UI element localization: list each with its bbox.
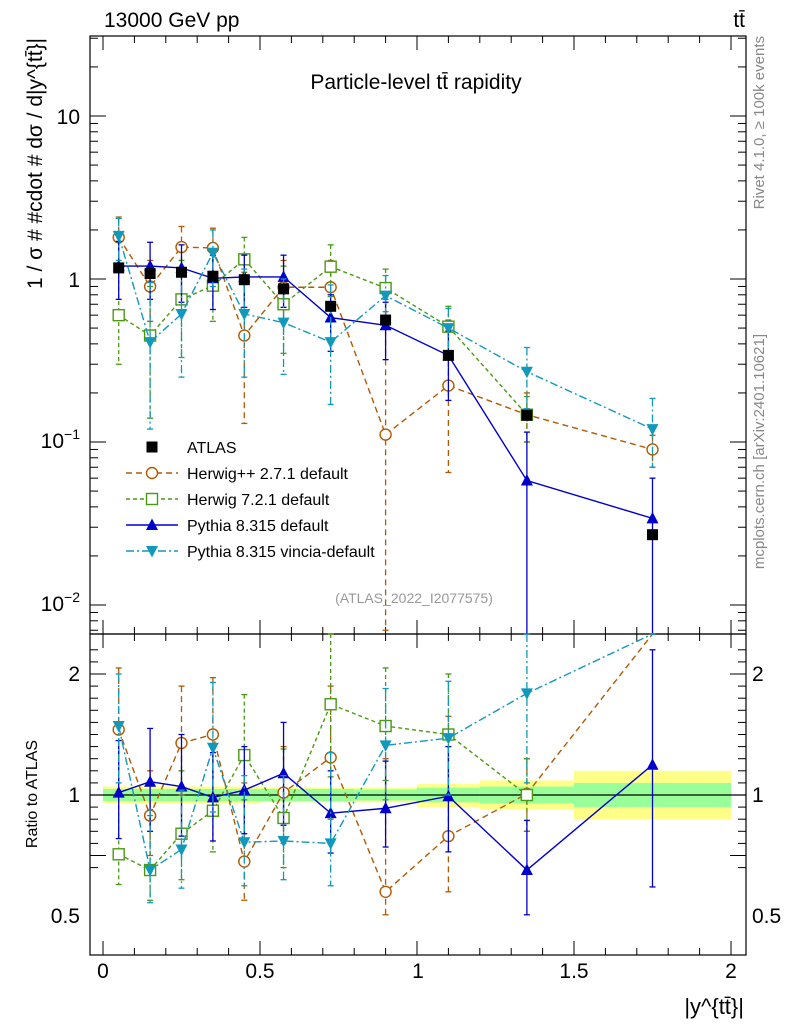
legend-label-pythia: Pythia 8.315 default	[187, 518, 329, 535]
main-point	[324, 311, 337, 323]
x-tick-label-0.5: 0.5	[245, 960, 274, 983]
ratio-point	[112, 786, 125, 798]
ratio-point	[175, 780, 188, 792]
ratio-point	[277, 835, 290, 848]
ratio-series	[112, 633, 659, 916]
main-point	[324, 337, 337, 349]
analysis-label: (ATLAS_2022_I2077575)	[335, 590, 493, 606]
atlas-point	[278, 283, 290, 295]
atlas-point	[207, 270, 219, 282]
ratio-point	[379, 885, 392, 898]
main-point	[520, 474, 533, 486]
main-point	[175, 308, 188, 321]
atlas-point	[442, 349, 454, 361]
ratio-series-1	[112, 633, 534, 901]
ratio-point	[646, 758, 659, 770]
legend-marker	[146, 441, 158, 453]
axis-ticks	[90, 36, 746, 955]
y-tick-label-0.01: 10−2	[41, 589, 81, 616]
ratio-point	[520, 788, 534, 802]
ratio-point	[144, 775, 157, 787]
ratio-line-1	[118, 703, 528, 871]
ratio-y-tick-label-0.5: 0.5	[51, 905, 80, 928]
main-line-2	[118, 258, 528, 416]
y-tick-label-10: 10	[57, 106, 80, 129]
legend-label-herwig7: Herwig 7.2.1 default	[187, 492, 330, 509]
ratio-point	[206, 742, 219, 755]
main-series-4	[112, 217, 659, 468]
process-label: tt̄	[733, 9, 745, 32]
ratio-y-axis-label: Ratio to ATLAS	[24, 740, 41, 848]
ratio-point	[144, 865, 157, 877]
x-tick-label-2: 2	[725, 960, 737, 983]
ratio-point	[238, 783, 251, 796]
ratio-point	[442, 733, 455, 745]
ratio-series-3	[112, 633, 656, 904]
x-tick-label-0: 0	[97, 960, 109, 983]
ratio-y-tick-label-right-2: 2	[752, 663, 764, 686]
main-point	[520, 366, 533, 379]
ratio-point	[324, 698, 337, 711]
atlas-point	[144, 268, 156, 280]
atlas-point	[113, 262, 125, 274]
main-point	[112, 230, 125, 243]
legend-label-atlas: ATLAS	[187, 440, 237, 457]
ratio-line-3	[118, 633, 653, 872]
atlas-point	[380, 314, 392, 326]
ratio-point	[379, 801, 392, 814]
y-tick-label-0.1: 10−1	[41, 426, 81, 453]
legend-marker	[145, 466, 159, 480]
ratio-point	[520, 863, 533, 876]
x-tick-label-1.5: 1.5	[559, 960, 588, 983]
ratio-point	[379, 740, 392, 752]
main-point	[238, 308, 251, 321]
main-point	[324, 260, 337, 273]
main-point	[646, 511, 659, 524]
main-point	[646, 424, 659, 436]
ratio-y-tick-label-right-1: 1	[752, 784, 764, 807]
ratio-point	[520, 688, 533, 700]
legend-marker	[146, 546, 158, 558]
atlas-point	[647, 529, 658, 541]
main-point	[144, 337, 157, 349]
legend: ATLAS Herwig++ 2.7.1 default Herwig 7.2.…	[126, 440, 375, 561]
x-tick-label-1: 1	[412, 960, 424, 983]
main-point	[206, 247, 219, 260]
main-point	[379, 428, 392, 441]
plot-title: Particle-level tt̄ rapidity	[310, 71, 522, 94]
legend-label-herwigpp: Herwig++ 2.7.1 default	[187, 466, 349, 483]
legend-label-vincia: Pythia 8.315 vincia-default	[187, 544, 375, 561]
main-series	[112, 216, 659, 635]
main-point	[442, 323, 455, 335]
legend-marker	[145, 492, 159, 506]
ratio-point	[238, 837, 251, 849]
ratio-y-tick-label-1: 1	[68, 784, 80, 807]
x-axis-label: |y^{tt̄}|	[684, 994, 744, 1019]
mcplots-label: mcplots.cern.ch [arXiv:2401.10621]	[751, 334, 768, 569]
atlas-point	[238, 274, 250, 286]
main-point	[277, 317, 290, 330]
atlas-point	[521, 409, 533, 421]
y-tick-label-1: 1	[68, 269, 80, 292]
ratio-point	[112, 848, 125, 861]
ratio-y-tick-label-2: 2	[68, 663, 80, 686]
atlas-point	[176, 266, 187, 278]
ratio-point	[324, 838, 337, 850]
legend-marker	[146, 518, 158, 530]
ratio-point	[112, 721, 125, 733]
ratio-y-tick-label-right-0.5: 0.5	[752, 905, 781, 928]
atlas-point	[325, 300, 337, 312]
y-axis-label: 1 / σ # #cdot # dσ / d|y^{tt̄}|	[24, 38, 47, 289]
ratio-point	[175, 844, 188, 856]
rivet-version-label: Rivet 4.1.0, ≥ 100k events	[751, 36, 768, 209]
main-point	[112, 308, 125, 322]
energy-label: 13000 GeV pp	[104, 9, 239, 32]
main-point	[379, 290, 392, 303]
